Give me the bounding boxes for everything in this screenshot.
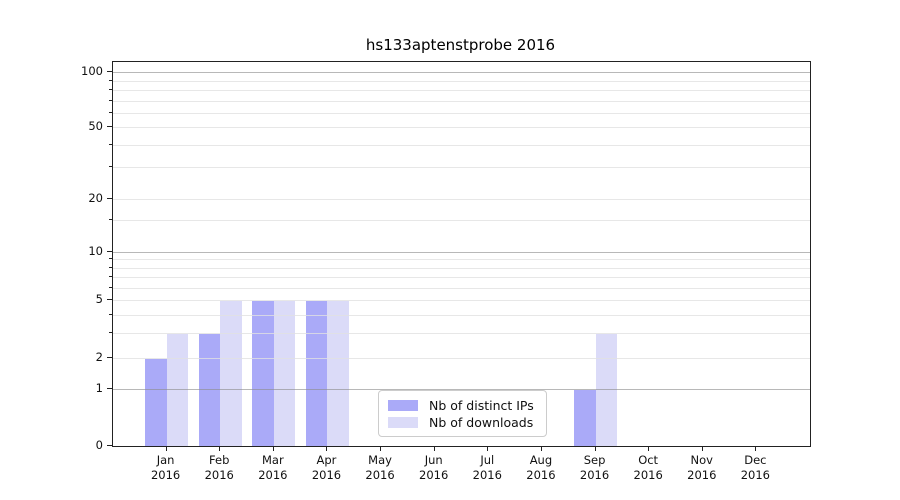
bar-downloads	[595, 333, 617, 446]
x-tick	[540, 447, 542, 451]
gridline-minor	[113, 90, 810, 91]
gridline-minor	[113, 259, 810, 260]
y-tick	[107, 299, 112, 300]
y-tick	[107, 250, 112, 252]
x-tick-label: Aug 2016	[526, 453, 556, 482]
gridline-minor	[113, 167, 810, 168]
y-minor-tick	[109, 166, 112, 167]
legend-row-distinct-ips: Nb of distinct IPs	[388, 397, 537, 414]
legend-swatch-distinct-ips	[388, 400, 418, 411]
gridline-minor	[113, 112, 810, 114]
x-tick	[487, 447, 489, 451]
bar-downloads	[273, 300, 296, 446]
x-tick	[648, 447, 650, 451]
gridline-minor	[113, 199, 810, 200]
gridline-minor	[113, 277, 810, 278]
y-tick	[107, 357, 112, 358]
y-tick-label: 0	[95, 437, 103, 452]
y-tick	[107, 126, 112, 127]
y-minor-tick	[109, 286, 112, 288]
x-tick-label: Dec 2016	[740, 453, 771, 482]
y-minor-tick	[109, 143, 112, 145]
bar-distinct-ips	[198, 333, 221, 446]
gridline-minor	[113, 144, 810, 146]
legend-swatch-downloads	[388, 417, 418, 428]
gridline-major	[113, 251, 810, 253]
x-tick	[755, 447, 757, 451]
x-tick	[165, 447, 167, 451]
gridline-minor	[113, 287, 810, 289]
gridline-minor	[113, 100, 810, 102]
y-tick-label: 2	[95, 350, 103, 364]
y-minor-tick	[109, 276, 112, 277]
y-minor-tick	[109, 79, 112, 81]
y-tick-label: 50	[88, 119, 103, 133]
bar-distinct-ips	[252, 300, 274, 446]
gridline-minor	[113, 219, 810, 221]
x-tick-label: Jul 2016	[472, 453, 502, 482]
x-tick-label: May 2016	[365, 453, 395, 482]
x-tick	[701, 447, 703, 451]
bar-downloads	[327, 300, 349, 446]
y-minor-tick	[109, 218, 112, 220]
y-minor-tick	[109, 332, 112, 333]
y-tick-label: 10	[88, 243, 103, 258]
x-tick	[594, 447, 596, 451]
x-tick-label: Oct 2016	[633, 453, 663, 482]
x-tick-label: Mar 2016	[258, 453, 288, 482]
bar-downloads	[166, 333, 188, 446]
y-tick-label: 100	[81, 63, 103, 78]
gridline-minor	[113, 314, 810, 316]
x-tick-label: Apr 2016	[311, 453, 342, 482]
x-tick	[219, 447, 221, 451]
x-tick-label: Sep 2016	[579, 453, 610, 482]
gridline-minor	[113, 80, 810, 82]
y-tick-label: 1	[95, 381, 103, 395]
gridline-major	[113, 71, 810, 73]
bar-distinct-ips	[574, 389, 596, 446]
x-tick-label: Jun 2016	[419, 453, 449, 482]
legend-label-downloads: Nb of downloads	[429, 415, 534, 430]
x-tick-label: Jan 2016	[150, 453, 181, 482]
x-tick	[433, 447, 435, 451]
y-minor-tick	[109, 111, 112, 113]
gridline-minor	[113, 127, 810, 128]
legend-row-downloads: Nb of downloads	[388, 414, 537, 431]
bar-downloads	[220, 300, 242, 446]
y-tick	[107, 70, 112, 72]
chart-title: hs133aptenstprobe 2016	[365, 36, 556, 54]
x-tick-label: Nov 2016	[687, 453, 717, 482]
y-tick	[107, 444, 112, 446]
gridline-minor	[113, 267, 810, 269]
y-minor-tick	[109, 89, 112, 90]
y-tick	[107, 388, 112, 389]
gridline-minor	[113, 300, 810, 301]
x-tick	[272, 447, 274, 451]
y-minor-tick	[109, 313, 112, 315]
x-tick-label: Feb 2016	[204, 453, 234, 482]
bar-distinct-ips	[145, 358, 167, 446]
bar-distinct-ips	[306, 300, 328, 446]
y-tick-label: 20	[88, 191, 103, 205]
y-tick	[107, 198, 112, 199]
legend: Nb of distinct IPs Nb of downloads	[378, 390, 547, 437]
x-tick	[326, 447, 328, 451]
y-minor-tick	[109, 258, 112, 259]
legend-label-distinct-ips: Nb of distinct IPs	[429, 398, 534, 413]
y-tick-label: 5	[95, 292, 103, 306]
x-tick	[380, 447, 382, 451]
y-minor-tick	[109, 266, 112, 268]
y-minor-tick	[109, 99, 112, 101]
